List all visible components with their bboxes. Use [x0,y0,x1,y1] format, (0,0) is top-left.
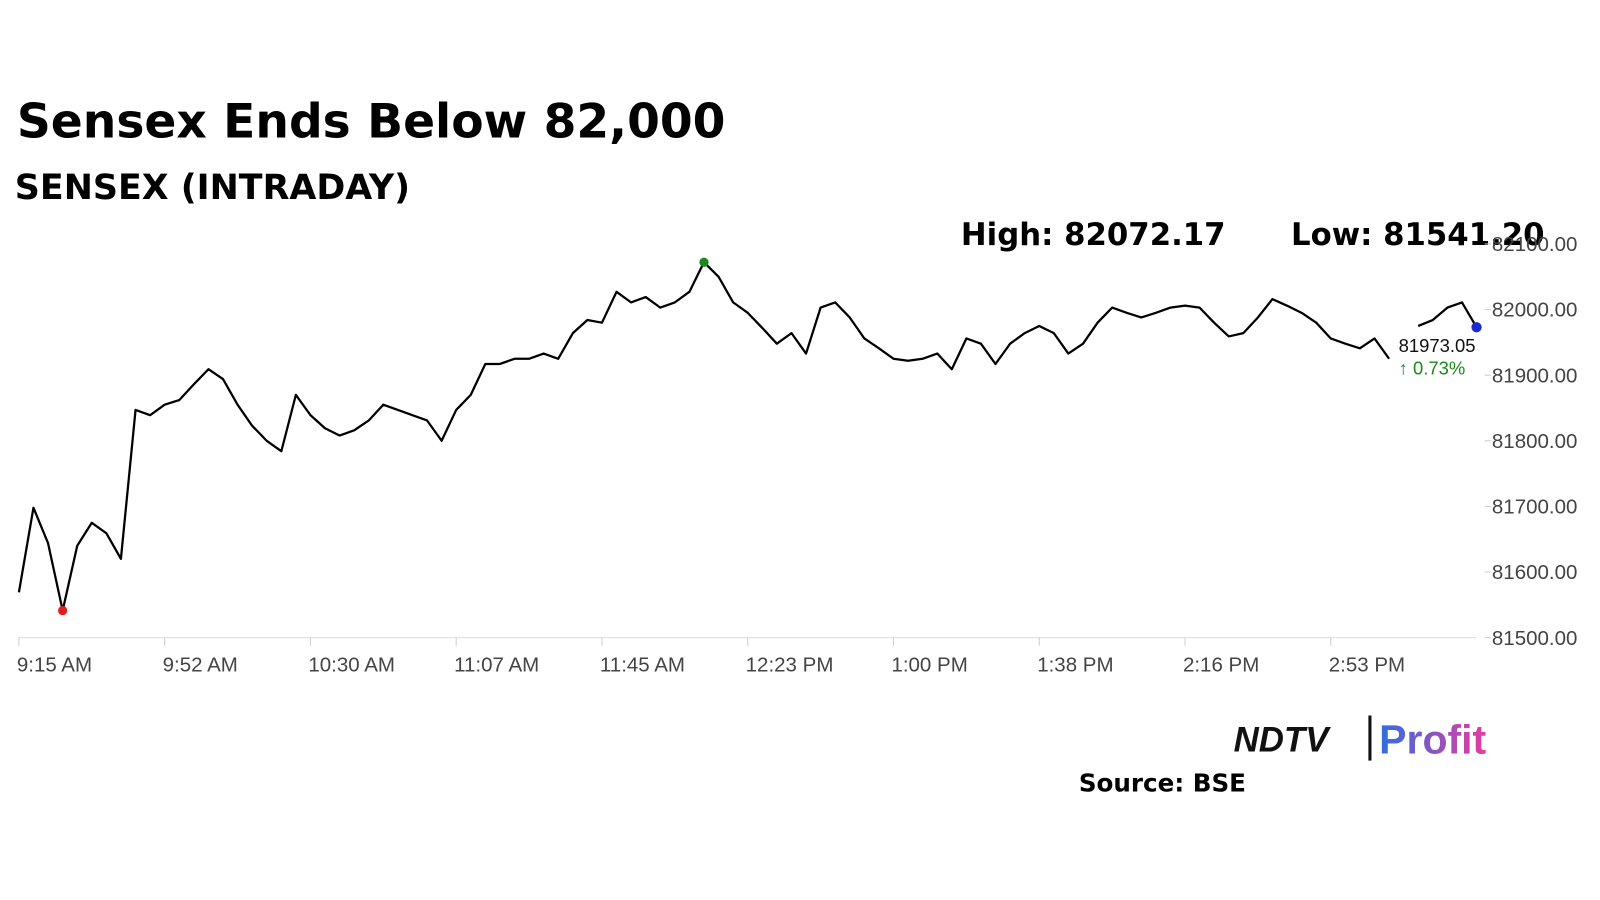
y-tick-label: 81900.00 [1492,364,1578,387]
chart-title: Sensex Ends Below 82,000 [17,94,726,149]
x-tick-label: 11:07 AM [454,653,539,676]
x-tick-label: 1:00 PM [891,653,967,676]
y-tick-label: 81500.00 [1492,627,1578,650]
high-marker [699,257,709,267]
logo-left: NDTV [1234,720,1332,759]
x-tick-label: 11:45 AM [600,653,685,676]
x-tick-label: 9:52 AM [163,653,238,676]
plot: 81500.00 81600.00 81700.00 81800.00 81900.00… [17,233,1578,676]
x-tick-label: 12:23 PM [746,653,834,676]
x-tick-label: 1:38 PM [1037,653,1113,676]
low-annotation: Low: 81541.20 [1291,217,1545,253]
series-line [17,261,1478,612]
y-tick-label: 81800.00 [1492,430,1578,453]
logo-right: Profit [1379,716,1486,762]
source: Source: BSE [1079,768,1246,797]
last-value-label: 81973.05 [1399,335,1476,356]
y-tick-label: 82000.00 [1492,299,1578,322]
x-tick-label: 2:16 PM [1183,653,1259,676]
last-marker [1471,322,1482,333]
chart-subtitle: SENSEX (INTRADAY) [15,168,410,208]
low-marker [58,605,68,616]
x-tick-label: 10:30 AM [308,653,395,676]
y-tick-label: 81600.00 [1492,561,1578,584]
y-tick-label: 81700.00 [1492,496,1578,519]
y-tick-label: 82100.00 [1492,233,1578,256]
change-label: ↑ 0.73% [1399,357,1466,378]
high-annotation: High: 82072.17 [961,217,1226,253]
x-tick-label: 2:53 PM [1329,653,1405,676]
x-tick-label: 9:15 AM [17,653,92,676]
